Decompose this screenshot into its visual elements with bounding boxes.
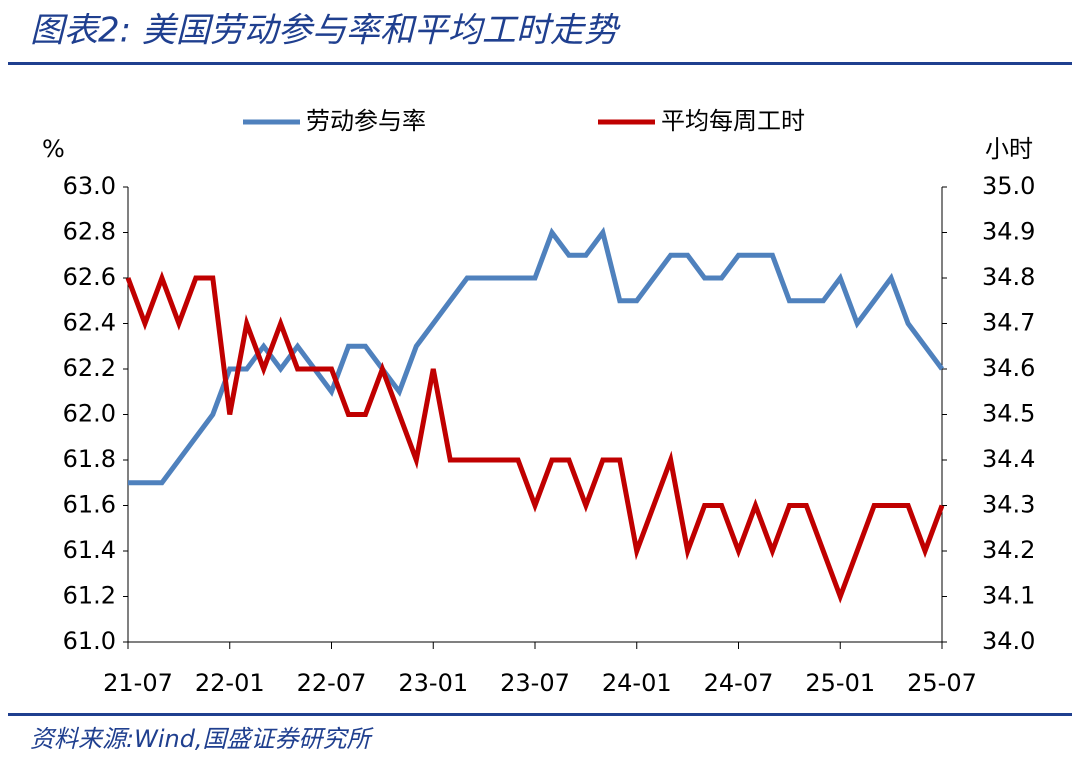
y-tick-label: 62.2	[63, 354, 116, 382]
title-rule	[8, 62, 1072, 65]
x-tick-label: 23-01	[398, 669, 468, 697]
y2-tick-label: 34.5	[982, 400, 1035, 428]
y-tick-label: 62.6	[63, 263, 116, 291]
y2-tick-label: 34.9	[982, 218, 1035, 246]
y2-tick-label: 34.4	[982, 445, 1035, 473]
x-tick-label: 24-07	[704, 669, 774, 697]
source: 资料来源:Wind,国盛证券研究所	[30, 725, 375, 753]
x-tick-label: 25-01	[805, 669, 875, 697]
y2-tick-label: 34.3	[982, 491, 1035, 519]
y-tick-label: 61.2	[63, 582, 116, 610]
y2-tick-label: 34.7	[982, 309, 1035, 337]
series-line	[125, 270, 945, 604]
y-tick-label: 61.6	[63, 491, 116, 519]
footer-rule	[8, 713, 1072, 716]
legend-label: 平均每周工时	[661, 107, 805, 135]
series-line	[128, 226, 945, 486]
y-tick-label: 61.0	[63, 627, 116, 655]
y2-tick-label: 34.1	[982, 582, 1035, 610]
y2-tick-label: 34.6	[982, 354, 1035, 382]
y2-tick-label: 35.0	[982, 172, 1035, 200]
y-tick-label: 62.4	[63, 309, 116, 337]
x-tick-label: 21-07	[103, 669, 173, 697]
y-tick-label: 62.0	[63, 400, 116, 428]
x-tick-label: 22-07	[297, 669, 367, 697]
y-tick-label: 63.0	[63, 172, 116, 200]
chart-title: 图表2: 美国劳动参与率和平均工时走势	[30, 11, 621, 51]
x-tick-label: 23-07	[500, 669, 570, 697]
legend-label: 劳动参与率	[306, 107, 426, 135]
y-axis-label: %	[42, 135, 65, 163]
y-tick-label: 61.8	[63, 445, 116, 473]
x-tick-label: 22-01	[195, 669, 265, 697]
y-tick-label: 61.4	[63, 536, 116, 564]
x-tick-label: 24-01	[602, 669, 672, 697]
y2-tick-label: 34.2	[982, 536, 1035, 564]
y2-tick-label: 34.0	[982, 627, 1035, 655]
y2-tick-label: 34.8	[982, 263, 1035, 291]
y-tick-label: 62.8	[63, 218, 116, 246]
y2-axis-label: 小时	[985, 135, 1033, 163]
x-tick-label: 25-07	[907, 669, 977, 697]
